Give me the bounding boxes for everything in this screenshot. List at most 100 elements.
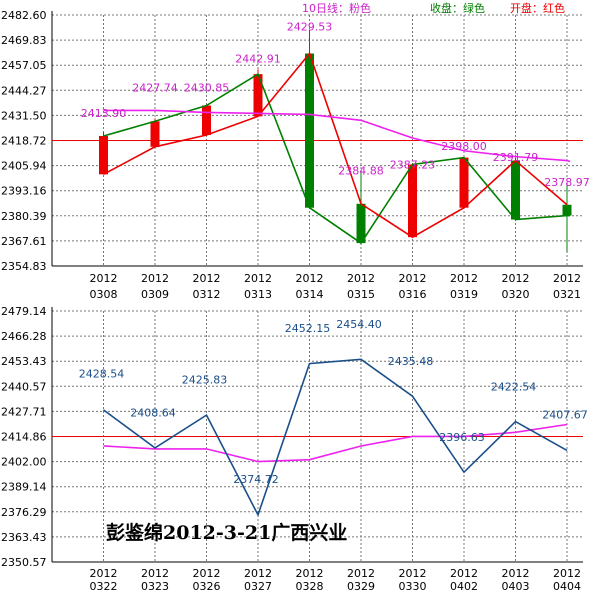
top-xtick-year: 2012 bbox=[399, 272, 427, 285]
bottom-xtick-date: 0326 bbox=[193, 580, 221, 593]
candle-down bbox=[511, 160, 520, 220]
candle-up bbox=[253, 74, 263, 117]
top-xtick-year: 2012 bbox=[244, 272, 272, 285]
top-ytick-label: 2367.61 bbox=[1, 235, 47, 248]
bottom-ytick-label: 2466.28 bbox=[1, 330, 47, 343]
candle-up bbox=[408, 164, 417, 238]
top-xtick-date: 0309 bbox=[141, 288, 169, 301]
bottom-ytick-label: 2479.14 bbox=[1, 305, 47, 318]
candle-up bbox=[202, 105, 211, 136]
bottom-xtick-year: 2012 bbox=[244, 567, 272, 580]
top-xtick-date: 0313 bbox=[244, 288, 272, 301]
top-xtick-date: 0316 bbox=[399, 288, 427, 301]
bottom-ytick-label: 2389.14 bbox=[1, 481, 47, 494]
bottom-value-label: 2396.63 bbox=[439, 431, 485, 444]
bottom-value-label: 2422.54 bbox=[491, 380, 537, 393]
ma10-series-line bbox=[103, 109, 571, 163]
bottom-value-label: 2425.83 bbox=[182, 374, 228, 387]
top-value-label: 2429.53 bbox=[287, 21, 333, 34]
open-series-line bbox=[103, 51, 568, 239]
bottom-xtick-date: 0323 bbox=[141, 580, 169, 593]
top-ytick-label: 2405.94 bbox=[1, 160, 47, 173]
bottom-xtick-date: 0322 bbox=[90, 580, 118, 593]
candle-down bbox=[305, 53, 314, 208]
bottom-ytick-label: 2363.43 bbox=[1, 531, 47, 544]
top-ytick-label: 2482.60 bbox=[1, 9, 47, 22]
bottom-xtick-date: 0328 bbox=[296, 580, 324, 593]
bottom-ytick-label: 2427.71 bbox=[1, 405, 47, 418]
top-ytick-label: 2393.16 bbox=[1, 185, 47, 198]
top-xtick-date: 0320 bbox=[502, 288, 530, 301]
top-value-label: 2430.85 bbox=[184, 82, 230, 95]
top-ytick-label: 2431.50 bbox=[1, 109, 47, 122]
top-xtick-date: 0315 bbox=[347, 288, 375, 301]
top-xtick-date: 0308 bbox=[90, 288, 118, 301]
legend-ma10: 10日线：粉色 bbox=[302, 1, 371, 15]
candle-up bbox=[99, 136, 108, 175]
top-value-label: 2413.90 bbox=[81, 107, 127, 120]
candlestick-panel: 2482.60 2469.83 2457.05 2444.27 2431.50 2418.… bbox=[1, 9, 590, 301]
top-value-label: 2442.91 bbox=[235, 53, 281, 66]
bottom-xtick-year: 2012 bbox=[553, 567, 581, 580]
bottom-value-label: 2374.72 bbox=[233, 473, 279, 486]
bottom-ytick-label: 2453.43 bbox=[1, 355, 47, 368]
bottom-xtick-year: 2012 bbox=[399, 567, 427, 580]
top-xtick-date: 0312 bbox=[193, 288, 221, 301]
top-value-label: 2387.23 bbox=[390, 159, 436, 172]
bottom-ma-line bbox=[103, 423, 568, 463]
bottom-xtick-year: 2012 bbox=[296, 567, 324, 580]
forecast-series-line bbox=[103, 358, 568, 517]
top-xtick-year: 2012 bbox=[450, 272, 478, 285]
top-value-label: 2384.88 bbox=[338, 164, 384, 177]
top-ytick-label: 2469.83 bbox=[1, 34, 47, 47]
top-value-label: 2378.97 bbox=[544, 176, 590, 189]
close-series-line bbox=[103, 72, 570, 245]
legend-open: 开盘：红色 bbox=[510, 1, 565, 15]
forecast-line-panel: 2479.14 2466.28 2453.43 2440.57 2427.71 2414.… bbox=[1, 305, 588, 593]
bottom-xtick-date: 0330 bbox=[399, 580, 427, 593]
top-xtick-year: 2012 bbox=[347, 272, 375, 285]
bottom-xtick-year: 2012 bbox=[502, 567, 530, 580]
bottom-ytick-label: 2414.86 bbox=[1, 430, 47, 443]
bottom-xtick-year: 2012 bbox=[90, 567, 118, 580]
bottom-ytick-label: 2402.00 bbox=[1, 456, 47, 469]
top-xtick-year: 2012 bbox=[90, 272, 118, 285]
signature-text: 彭鉴绵2012-3-21广西兴业 bbox=[106, 521, 347, 544]
top-xtick-date: 0314 bbox=[296, 288, 324, 301]
top-ytick-label: 2457.05 bbox=[1, 59, 47, 72]
bottom-xtick-date: 0402 bbox=[450, 580, 478, 593]
top-xtick-year: 2012 bbox=[193, 272, 221, 285]
top-value-label: 2398.00 bbox=[441, 140, 487, 153]
bottom-xtick-year: 2012 bbox=[141, 567, 169, 580]
top-xtick-date: 0321 bbox=[553, 288, 581, 301]
top-ytick-label: 2380.39 bbox=[1, 210, 47, 223]
bottom-ytick-label: 2440.57 bbox=[1, 380, 47, 393]
bottom-value-label: 2452.15 bbox=[285, 322, 331, 335]
candle-down bbox=[356, 203, 366, 244]
bottom-value-label: 2408.64 bbox=[130, 407, 176, 420]
legend-close: 收盘：绿色 bbox=[430, 1, 485, 15]
bottom-xtick-year: 2012 bbox=[347, 567, 375, 580]
bottom-xtick-date: 0329 bbox=[347, 580, 375, 593]
bottom-value-label: 2435.48 bbox=[388, 355, 434, 368]
bottom-ytick-label: 2376.29 bbox=[1, 506, 47, 519]
bottom-value-label: 2428.54 bbox=[79, 368, 125, 381]
top-xtick-year: 2012 bbox=[502, 272, 530, 285]
bottom-xtick-date: 0327 bbox=[244, 580, 272, 593]
bottom-value-label: 2407.67 bbox=[542, 409, 588, 422]
bottom-xtick-date: 0403 bbox=[502, 580, 530, 593]
bottom-value-label: 2454.40 bbox=[336, 318, 382, 331]
top-xtick-year: 2012 bbox=[553, 272, 581, 285]
top-value-label: 2391.79 bbox=[493, 151, 539, 164]
top-xtick-date: 0319 bbox=[450, 288, 478, 301]
bottom-xtick-year: 2012 bbox=[450, 567, 478, 580]
top-xtick-year: 2012 bbox=[296, 272, 324, 285]
bottom-xtick-year: 2012 bbox=[193, 567, 221, 580]
top-ytick-label: 2354.83 bbox=[1, 260, 47, 273]
candle-down bbox=[562, 204, 572, 216]
top-ytick-label: 2444.27 bbox=[1, 84, 47, 97]
bottom-ytick-label: 2350.57 bbox=[1, 556, 47, 569]
top-xtick-year: 2012 bbox=[141, 272, 169, 285]
